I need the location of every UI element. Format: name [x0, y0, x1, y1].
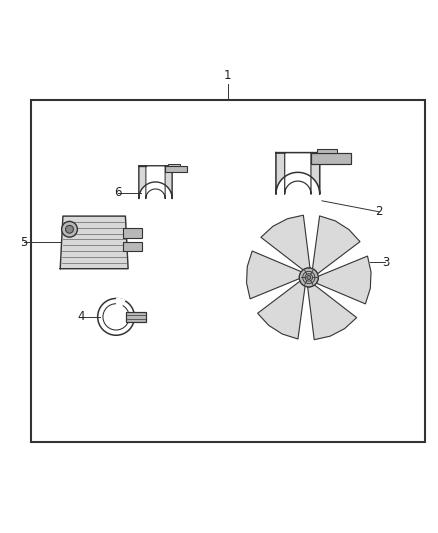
Text: 2: 2 [375, 205, 383, 218]
Text: 4: 4 [77, 310, 85, 324]
Polygon shape [60, 216, 128, 269]
Bar [317, 149, 337, 153]
Bar [311, 152, 351, 164]
Circle shape [299, 268, 318, 287]
Polygon shape [258, 281, 305, 339]
Circle shape [62, 221, 78, 237]
Bar [168, 164, 180, 166]
Polygon shape [285, 152, 311, 194]
Circle shape [66, 225, 74, 233]
Bar [165, 166, 187, 172]
Circle shape [307, 276, 311, 279]
Bar [126, 312, 146, 322]
Bar [123, 242, 141, 251]
Text: 5: 5 [21, 236, 28, 249]
Text: 6: 6 [114, 187, 122, 199]
Polygon shape [139, 166, 172, 199]
Text: 3: 3 [382, 256, 389, 269]
Polygon shape [146, 166, 165, 199]
Polygon shape [261, 215, 310, 270]
Bar [123, 228, 141, 238]
Bar [31, 100, 425, 442]
Polygon shape [316, 256, 371, 304]
Text: 1: 1 [224, 69, 232, 83]
Wedge shape [116, 297, 126, 308]
Polygon shape [247, 251, 301, 299]
Polygon shape [312, 216, 360, 274]
Polygon shape [276, 152, 320, 194]
Polygon shape [307, 285, 357, 340]
